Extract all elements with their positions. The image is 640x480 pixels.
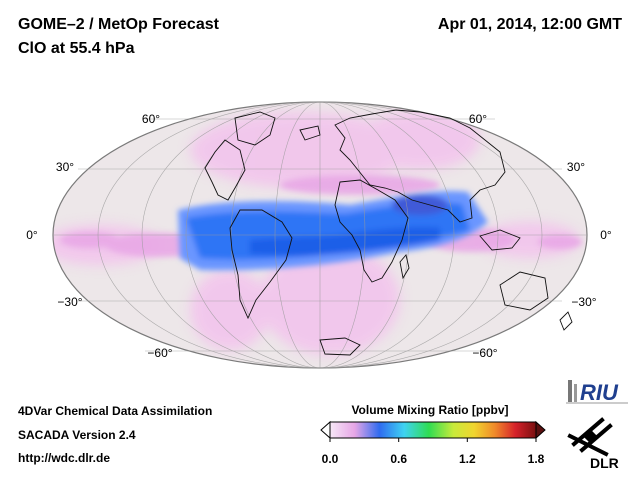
- lat-label-30n-right: 30°: [567, 160, 585, 174]
- coastlines: [204, 109, 573, 356]
- clo-band: [178, 190, 488, 271]
- map-subtitle: ClO at 55.4 hPa: [18, 40, 135, 57]
- colorbar: [320, 420, 546, 442]
- colorbar-gradient: [329, 421, 537, 439]
- riu-logo: RIU: [566, 380, 628, 405]
- lat-label-60s-left: −60°: [147, 346, 172, 360]
- colorbar-tick-1: 0.6: [390, 452, 408, 466]
- lat-label-30s-left: −30°: [57, 295, 82, 309]
- lat-label-eq-right: 0°: [600, 228, 612, 242]
- footer-url[interactable]: http://wdc.dlr.de: [18, 451, 110, 465]
- colorbar-tick-0: 0.0: [321, 452, 339, 466]
- colorbar-title: Volume Mixing Ratio [ppbv]: [351, 403, 509, 417]
- colorbar-tick-3: 1.8: [527, 452, 545, 466]
- lat-label-60s-right: −60°: [472, 346, 497, 360]
- dlr-logo-text: DLR: [590, 455, 619, 471]
- lat-label-30n-left: 30°: [56, 160, 74, 174]
- map-title: GOME–2 / MetOp Forecast: [18, 16, 219, 33]
- lat-label-30s-right: −30°: [571, 295, 596, 309]
- colorbar-high-arrow: [535, 420, 546, 440]
- graticule: [53, 101, 587, 369]
- lat-label-60n-left: 60°: [142, 112, 160, 126]
- colorbar-low-arrow: [320, 420, 331, 440]
- riu-logo-text: RIU: [580, 380, 619, 405]
- world-map: 60° 60° 30° 30° 0° 0° −30° −30° −60° −60…: [26, 101, 612, 369]
- forecast-datetime: Apr 01, 2014, 12:00 GMT: [437, 16, 622, 33]
- dlr-logo: DLR: [567, 417, 619, 471]
- footer-version: SACADA Version 2.4: [18, 428, 136, 442]
- lat-label-60n-right: 60°: [469, 112, 487, 126]
- footer-method: 4DVar Chemical Data Assimilation: [18, 404, 213, 418]
- colorbar-tick-2: 1.2: [458, 452, 476, 466]
- lat-label-eq-left: 0°: [26, 228, 38, 242]
